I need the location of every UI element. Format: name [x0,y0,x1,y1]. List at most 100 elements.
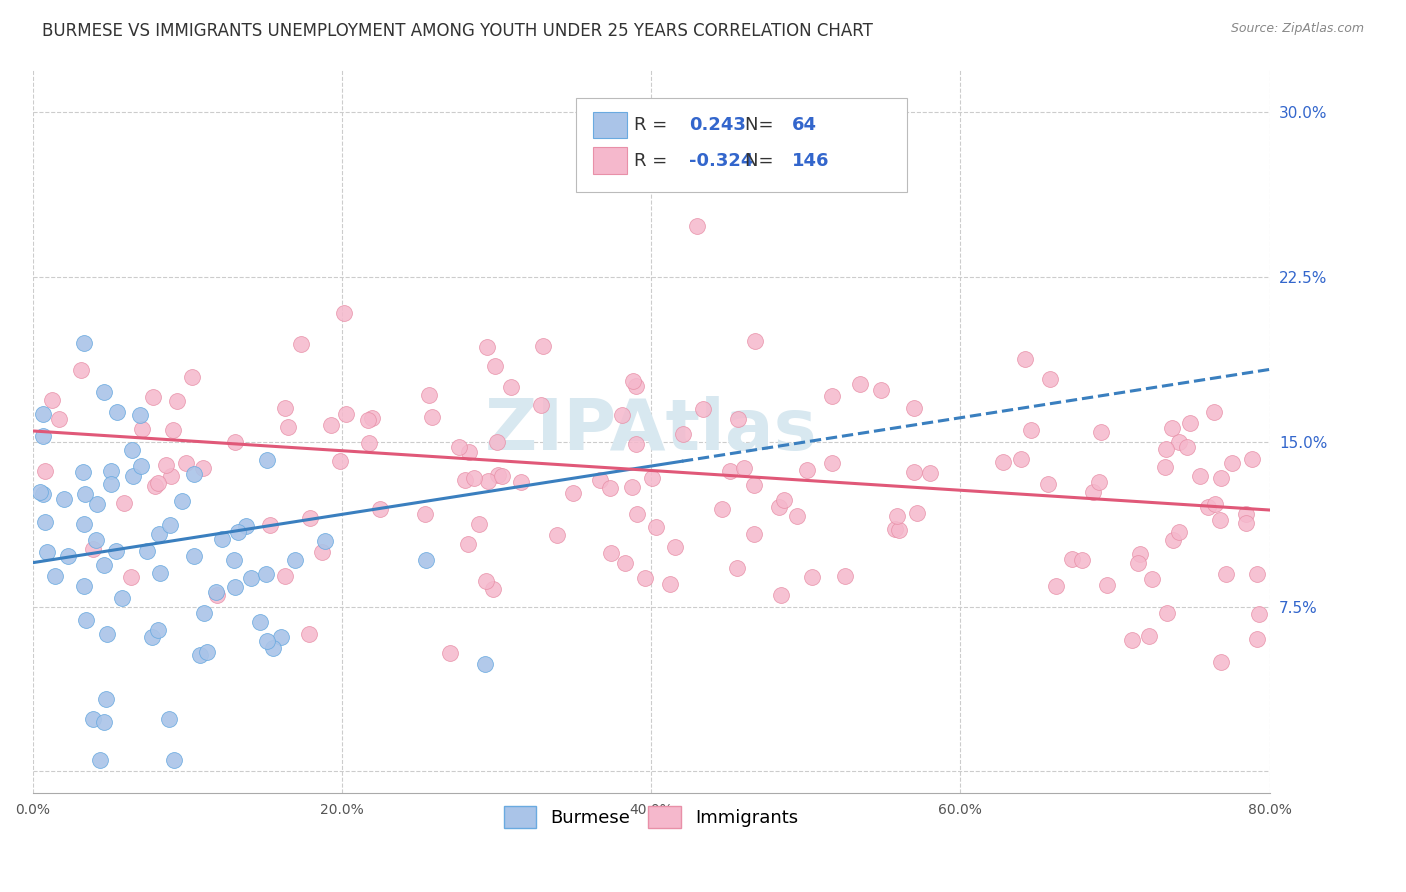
Point [239,571,262,585]
Point [96,627,118,641]
Point [31,486,53,500]
Point [290,336,312,351]
Point [148,527,170,541]
Point [634,571,657,585]
Point [1188,469,1211,483]
Point [1234,507,1257,521]
Point [1204,497,1226,511]
Point [1129,547,1152,561]
Point [742,477,765,491]
Point [104,543,127,558]
Point [100,477,122,491]
Point [641,470,664,484]
Point [183,467,205,482]
Point [1121,632,1143,647]
Text: R =: R = [634,116,673,134]
Point [1163,533,1185,547]
Point [224,435,246,450]
Point [75,487,97,501]
Point [226,524,249,539]
Point [136,544,159,558]
Point [157,712,180,726]
Point [321,417,343,432]
Point [284,553,307,567]
Point [357,413,380,427]
Point [224,553,246,567]
Point [439,646,461,660]
Text: BURMESE VS IMMIGRANTS UNEMPLOYMENT AMONG YOUTH UNDER 25 YEARS CORRELATION CHART: BURMESE VS IMMIGRANTS UNEMPLOYMENT AMONG… [42,22,873,40]
Point [298,627,321,641]
Point [48,412,70,426]
Point [599,546,621,560]
Point [621,374,644,388]
Point [100,464,122,478]
Point [1036,477,1059,491]
Point [418,388,440,402]
Point [613,556,636,570]
Point [129,409,152,423]
Point [359,436,381,450]
Point [329,454,352,468]
Point [277,419,299,434]
Point [1045,579,1067,593]
Point [530,398,553,412]
Point [744,334,766,349]
Text: N=: N= [745,116,779,134]
Point [491,469,513,483]
Point [191,460,214,475]
Point [89,753,111,767]
Point [142,390,165,404]
Point [463,471,485,485]
Point [249,615,271,629]
Point [624,437,647,451]
Text: R =: R = [634,152,673,169]
Point [1153,459,1175,474]
Text: 0.243: 0.243 [689,116,745,134]
Text: Source: ZipAtlas.com: Source: ZipAtlas.com [1230,22,1364,36]
Point [486,435,509,450]
Point [56,549,79,563]
Point [314,533,336,548]
Point [484,359,506,374]
Point [254,566,277,581]
Legend: Burmese, Immigrants: Burmese, Immigrants [496,798,806,835]
Point [30,485,52,500]
Point [796,463,818,477]
Point [129,458,152,473]
Point [162,423,184,437]
Point [903,401,925,416]
Point [887,523,910,537]
Point [155,458,177,472]
Point [370,502,392,516]
Point [205,584,228,599]
Point [727,412,749,426]
Point [274,568,297,582]
Point [172,493,194,508]
Point [1090,425,1112,440]
Point [166,393,188,408]
Point [211,532,233,546]
Point [768,500,790,514]
Point [112,496,135,510]
Point [447,440,470,454]
Point [1197,500,1219,514]
Point [146,476,169,491]
Point [73,336,96,351]
Text: 146: 146 [792,152,830,169]
Point [44,568,66,582]
Point [1161,421,1184,435]
Point [159,518,181,533]
Point [1071,553,1094,567]
Point [905,506,928,520]
Point [270,630,292,644]
Point [93,558,115,572]
Point [1140,572,1163,586]
Point [93,714,115,729]
Point [256,634,278,648]
Point [1083,485,1105,500]
Point [299,511,322,525]
Point [75,613,97,627]
Point [1019,423,1042,437]
Point [94,692,117,706]
Point [499,380,522,394]
